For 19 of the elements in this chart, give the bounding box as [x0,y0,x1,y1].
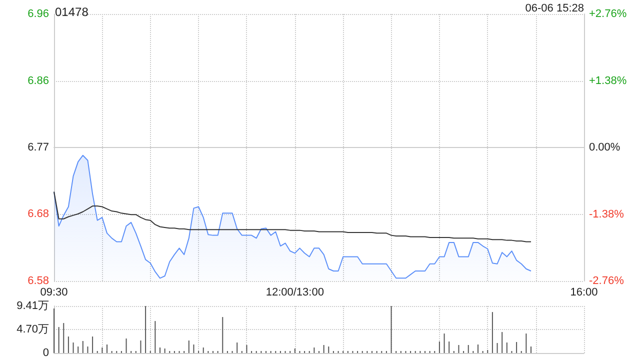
line-series [54,191,532,242]
x-tick-label: 09:30 [40,286,68,298]
chart-title: 01478 [55,5,89,19]
y-tick-label: 0 [42,347,49,359]
annotation: 06-06 15:28 [525,2,584,14]
x-tick-label: 12:00/13:00 [266,286,324,298]
y-tick-label: 6.96 [28,8,49,20]
y2-tick-label: -1.38% [589,208,624,220]
y-tick-label: 6.58 [28,275,49,287]
y2-tick-label: +2.76% [589,8,627,20]
y-tick-label: 9.41万 [16,300,49,312]
y2-tick-label: 0.00% [589,142,620,154]
y-tick-label: 4.70万 [16,324,49,336]
x-tick-label: 16:00 [570,286,598,298]
y-tick-label: 6.86 [28,75,49,88]
y2-tick-label: +1.38% [589,74,627,87]
y2-tick-label: -2.76% [589,275,624,287]
y-tick-label: 6.77 [28,142,49,154]
y-tick-label: 6.68 [28,208,49,220]
